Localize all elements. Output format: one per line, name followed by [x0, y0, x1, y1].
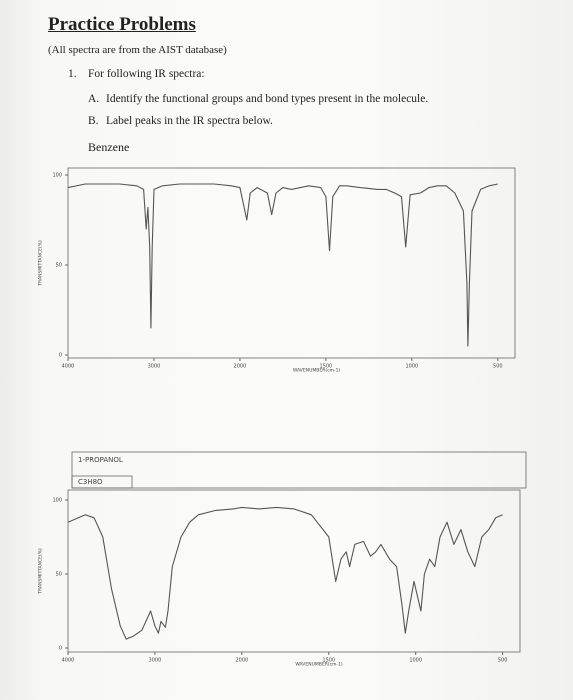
spectrum-title: 1-PROPANOL — [78, 456, 123, 464]
part-letter: B. — [88, 115, 99, 127]
plot-frame — [67, 489, 521, 653]
x-tick-label: 4000 — [62, 658, 75, 664]
question-number: 1. — [68, 68, 77, 80]
x-tick-label: 1500 — [322, 658, 335, 664]
part-letter: A. — [88, 93, 100, 105]
spectrum-line — [67, 506, 503, 640]
title: Practice Problems — [48, 14, 196, 35]
part-text: Identify the functional groups and bond … — [106, 93, 429, 105]
y-axis-label: TRANSMITTANCE(%) — [38, 240, 44, 287]
y-tick-label: 0 — [59, 353, 62, 359]
y-tick-label: 0 — [59, 646, 62, 652]
spectrum-line — [67, 183, 498, 347]
x-tick-label: 1000 — [409, 658, 422, 664]
spectrum-formula: C3H8O — [78, 478, 103, 486]
y-axis-label: TRANSMITTANCE(%) — [38, 548, 44, 595]
x-tick-label: 3000 — [148, 364, 161, 370]
y-tick-label: 50 — [56, 263, 62, 269]
y-tick-label: 100 — [52, 173, 62, 179]
y-tick-label: 50 — [56, 572, 62, 578]
x-axis-label: WAVENUMBER(cm-1) — [295, 662, 343, 668]
x-tick-label: 2000 — [234, 364, 247, 370]
x-tick-label: 4000 — [62, 364, 75, 370]
note: (All spectra are from the AIST database) — [48, 44, 227, 56]
question-text: For following IR spectra: — [88, 68, 205, 80]
x-tick-label: 3000 — [149, 658, 162, 664]
x-tick-label: 500 — [498, 658, 508, 664]
x-tick-label: 1500 — [320, 364, 333, 370]
x-tick-label: 1000 — [405, 364, 418, 370]
plot-frame — [67, 167, 516, 359]
y-tick-label: 100 — [52, 498, 62, 504]
formula-box — [71, 475, 133, 489]
compound-name: Benzene — [88, 140, 130, 154]
x-axis-label: WAVENUMBER(cm-1) — [293, 368, 341, 374]
x-tick-label: 2000 — [235, 658, 248, 664]
x-tick-label: 500 — [493, 364, 503, 370]
title-box — [71, 451, 527, 489]
part-text: Label peaks in the IR spectra below. — [106, 115, 273, 127]
